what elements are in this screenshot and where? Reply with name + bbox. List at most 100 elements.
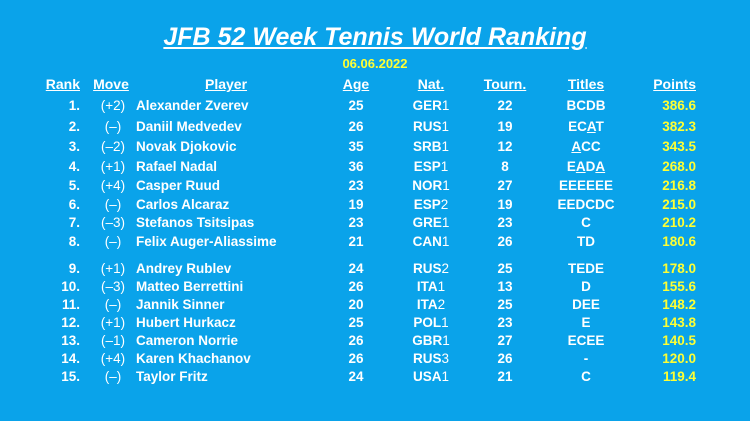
points-cell: 180.6 [662, 234, 696, 249]
titles-underlined: A [571, 139, 582, 154]
age-cell: 26 [348, 351, 364, 366]
table-row: 12. (+1) Hubert Hurkacz 25 POL1 23 E 143.8 [0, 314, 750, 332]
table-row: 11. (–) Jannik Sinner 20 ITA2 25 DEE 148.2 [0, 296, 750, 314]
nationality-cell: RUS1 [402, 118, 460, 136]
tournaments-cell: 13 [497, 279, 513, 294]
nation-code: RUS [412, 351, 442, 366]
player-cell: Matteo Berrettini [136, 279, 244, 294]
nationality-cell: CAN1 [402, 233, 460, 251]
rank-cell: 10. [61, 279, 80, 294]
player-cell: Rafael Nadal [136, 159, 218, 174]
nation-rank: 1 [441, 315, 449, 330]
nation-rank: 3 [441, 351, 450, 366]
move-cell: (–) [104, 297, 122, 312]
points-cell: 148.2 [662, 297, 696, 312]
player-cell: Novak Djokovic [136, 139, 237, 154]
nationality-cell: ITA2 [402, 296, 460, 314]
nationality-cell: RUS2 [402, 260, 460, 278]
tournaments-cell: 8 [501, 159, 509, 174]
titles-cell: DEE [550, 296, 622, 314]
nationality-cell: ESP2 [402, 196, 460, 214]
tournaments-cell: 27 [497, 178, 513, 193]
tournaments-cell: 19 [497, 119, 513, 134]
nation-rank: 2 [440, 197, 449, 212]
header-rank: Rank [45, 76, 80, 92]
nationality-cell: ESP1 [402, 158, 460, 176]
move-cell: (–) [104, 234, 122, 249]
points-cell: 155.6 [662, 279, 696, 294]
titles-cell: - [550, 350, 622, 368]
table-row: 6. (–) Carlos Alcaraz 19 ESP2 19 EEDCDC 215.0 [0, 196, 750, 214]
nationality-cell: USA1 [402, 368, 460, 386]
header-nat: Nat. [417, 76, 445, 92]
nationality-cell: GRE1 [402, 214, 460, 232]
tournaments-cell: 19 [497, 197, 513, 212]
age-cell: 26 [348, 279, 364, 294]
age-cell: 23 [348, 215, 364, 230]
nation-code: RUS [412, 119, 442, 134]
nation-rank: 1 [441, 98, 450, 113]
points-cell: 216.8 [662, 178, 696, 193]
player-cell: Felix Auger-Aliassime [136, 234, 277, 249]
tournaments-cell: 12 [497, 139, 513, 154]
titles-text: - [583, 351, 589, 366]
titles-text: E [581, 315, 591, 330]
rank-cell: 4. [68, 159, 80, 174]
titles-text: EEEEEE [558, 178, 614, 193]
table-row: 3. (–2) Novak Djokovic 35 SRB1 12 ACC 343.5 [0, 138, 750, 156]
nation-code: ESP [413, 197, 441, 212]
titles-cell: E [550, 314, 622, 332]
rank-cell: 2. [68, 119, 80, 134]
nation-code: RUS [412, 261, 442, 276]
points-cell: 268.0 [662, 159, 696, 174]
age-cell: 23 [348, 178, 364, 193]
tournaments-cell: 25 [497, 297, 513, 312]
age-cell: 24 [348, 261, 364, 276]
titles-text: EEDCDC [557, 197, 615, 212]
move-cell: (–3) [100, 279, 125, 294]
rank-cell: 7. [68, 215, 80, 230]
rank-cell: 14. [61, 351, 80, 366]
nation-rank: 2 [437, 297, 446, 312]
titles-text: TD [577, 234, 595, 249]
table-row: 1. (+2) Alexander Zverev 25 GER1 22 BCDB 386.6 [0, 97, 750, 115]
table-row: 13. (–1) Cameron Norrie 26 GBR1 27 ECEE 140.5 [0, 332, 750, 350]
header-player: Player [205, 76, 248, 92]
titles-cell: C [550, 214, 622, 232]
titles-cell: EEDCDC [550, 196, 622, 214]
rank-cell: 6. [68, 197, 80, 212]
tournaments-cell: 27 [497, 333, 513, 348]
points-cell: 143.8 [662, 315, 696, 330]
titles-cell: BCDB [550, 97, 622, 115]
age-cell: 26 [348, 119, 364, 134]
titles-cell: C [550, 368, 622, 386]
titles-underlined: A [575, 159, 586, 174]
age-cell: 35 [348, 139, 364, 154]
nation-rank: 1 [441, 234, 450, 249]
nation-rank: 1 [442, 333, 450, 348]
table-row: 14. (+4) Karen Khachanov 26 RUS3 26 - 120.0 [0, 350, 750, 368]
points-cell: 178.0 [662, 261, 696, 276]
rank-cell: 13. [61, 333, 80, 348]
nation-code: CAN [412, 234, 442, 249]
move-cell: (–1) [100, 333, 125, 348]
player-cell: Karen Khachanov [136, 351, 251, 366]
age-cell: 21 [348, 234, 364, 249]
nation-rank: 2 [441, 261, 450, 276]
rank-cell: 3. [68, 139, 80, 154]
tournaments-cell: 23 [497, 315, 513, 330]
points-cell: 210.2 [662, 215, 696, 230]
table-row: 9. (+1) Andrey Rublev 24 RUS2 25 TEDE 178.0 [0, 260, 750, 278]
nation-code: NOR [412, 178, 443, 193]
age-cell: 20 [348, 297, 364, 312]
titles-underlined: A [586, 119, 596, 134]
titles-cell: TEDE [550, 260, 622, 278]
header-move: Move [93, 76, 129, 92]
age-cell: 24 [348, 369, 364, 384]
nation-code: GER [412, 98, 442, 113]
titles-text: DEE [572, 297, 600, 312]
header-tourn: Tourn. [483, 76, 527, 92]
nation-code: SRB [412, 139, 442, 154]
player-cell: Carlos Alcaraz [136, 197, 230, 212]
table-row: 2. (–) Daniil Medvedev 26 RUS1 19 ECAT 382.3 [0, 118, 750, 136]
